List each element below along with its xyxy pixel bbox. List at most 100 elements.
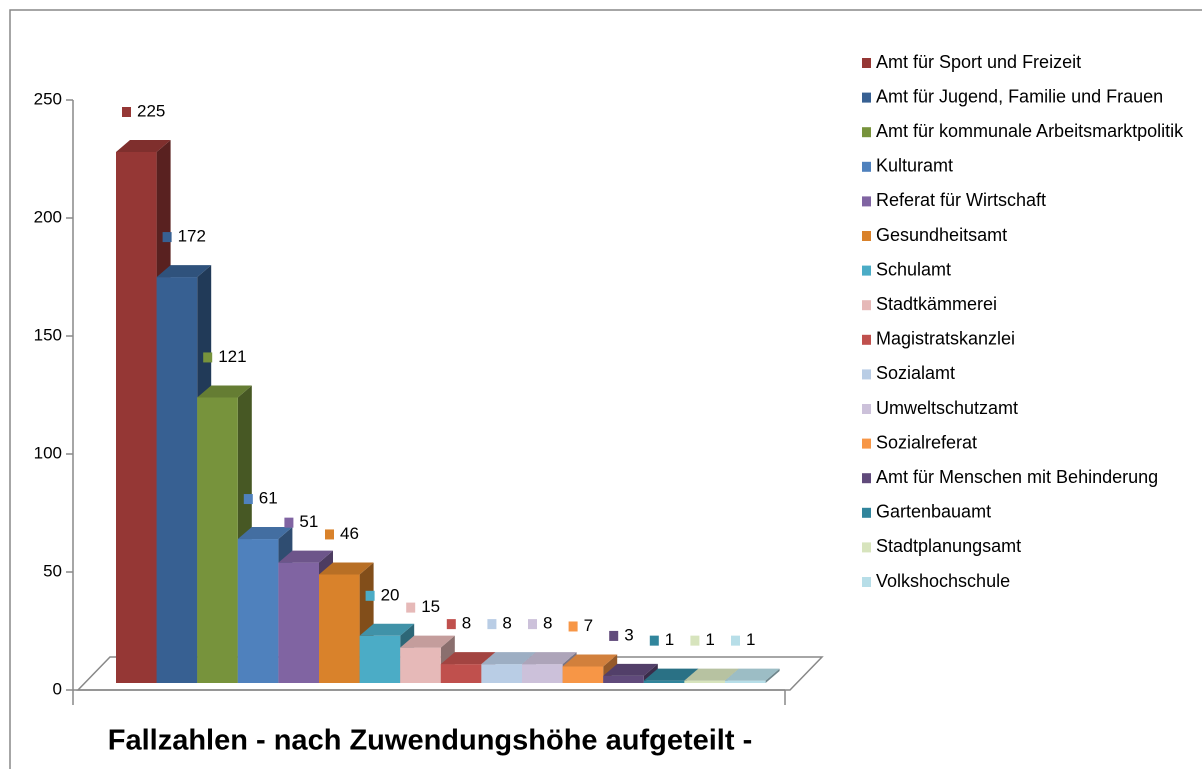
bar-top bbox=[684, 668, 739, 681]
legend-label: Gesundheitsamt bbox=[876, 225, 1007, 245]
bar-top bbox=[522, 652, 577, 665]
data-label-key bbox=[122, 107, 131, 117]
legend-swatch bbox=[862, 404, 871, 414]
y-tick-label: 0 bbox=[53, 679, 62, 698]
data-label: 61 bbox=[259, 489, 278, 508]
data-label-key bbox=[487, 619, 497, 630]
bar-top bbox=[440, 652, 496, 665]
data-label-key bbox=[731, 635, 740, 646]
bar bbox=[684, 680, 725, 683]
data-label: 7 bbox=[584, 616, 593, 635]
data-label-key bbox=[690, 635, 700, 646]
bar bbox=[725, 680, 766, 683]
bar-top bbox=[359, 623, 415, 636]
bar bbox=[319, 574, 360, 683]
bar bbox=[562, 666, 604, 683]
data-label: 1 bbox=[746, 630, 755, 649]
data-label-key bbox=[528, 619, 537, 630]
legend-label: Referat für Wirtschaft bbox=[876, 190, 1046, 210]
legend-swatch bbox=[862, 334, 871, 345]
bar bbox=[643, 680, 685, 683]
bar bbox=[156, 277, 198, 683]
data-label: 172 bbox=[178, 227, 206, 246]
bar-top bbox=[481, 652, 536, 665]
data-label: 20 bbox=[381, 585, 400, 604]
bar bbox=[197, 397, 238, 683]
legend-label: Sozialreferat bbox=[876, 432, 977, 452]
chart-title: Fallzahlen - nach Zuwendungshöhe aufgete… bbox=[108, 725, 752, 757]
bar-top bbox=[197, 385, 252, 398]
legend-label: Stadtkämmerei bbox=[876, 294, 997, 314]
y-tick-label: 100 bbox=[34, 443, 62, 462]
legend-label: Schulamt bbox=[876, 259, 951, 279]
data-label: 46 bbox=[340, 524, 359, 543]
legend-label: Umweltschutzamt bbox=[876, 398, 1018, 418]
bar bbox=[481, 664, 522, 683]
legend-label: Volkshochschule bbox=[876, 571, 1010, 591]
legend-label: Magistratskanzlei bbox=[876, 329, 1015, 349]
data-label-key bbox=[365, 590, 375, 601]
data-label: 3 bbox=[624, 625, 633, 644]
bar-top bbox=[562, 654, 618, 667]
bar bbox=[400, 647, 441, 683]
data-label: 1 bbox=[665, 630, 674, 649]
legend-swatch bbox=[862, 438, 871, 449]
data-label: 15 bbox=[421, 597, 440, 616]
legend-label: Amt für Menschen mit Behinderung bbox=[876, 467, 1158, 487]
y-tick-label: 200 bbox=[34, 207, 62, 226]
data-label: 121 bbox=[218, 347, 246, 366]
data-label-key bbox=[203, 352, 213, 363]
legend-label: Amt für Jugend, Familie und Frauen bbox=[876, 86, 1163, 106]
data-label: 51 bbox=[299, 512, 318, 531]
data-label: 8 bbox=[543, 614, 552, 633]
data-label: 8 bbox=[462, 614, 471, 633]
legend-swatch bbox=[862, 92, 871, 103]
data-label-key bbox=[243, 494, 253, 505]
legend-swatch bbox=[862, 300, 871, 311]
legend-swatch bbox=[862, 369, 871, 380]
data-label: 8 bbox=[502, 614, 511, 633]
y-tick-label: 50 bbox=[43, 561, 62, 580]
legend-label: Amt für Sport und Freizeit bbox=[876, 52, 1081, 72]
data-label-key bbox=[446, 619, 456, 630]
data-label-key bbox=[568, 621, 578, 632]
data-label-key bbox=[649, 635, 659, 646]
legend-swatch bbox=[862, 507, 871, 518]
bar bbox=[603, 675, 644, 683]
bar-top bbox=[116, 140, 171, 152]
data-label-key bbox=[609, 630, 619, 641]
data-label: 225 bbox=[137, 101, 165, 120]
legend-swatch bbox=[862, 161, 871, 172]
bar-top bbox=[643, 668, 699, 681]
bar-top bbox=[603, 663, 658, 676]
legend-label: Stadtplanungsamt bbox=[876, 536, 1021, 556]
legend-swatch bbox=[862, 265, 871, 276]
bar bbox=[237, 539, 279, 683]
data-label: 1 bbox=[705, 630, 714, 649]
bar-top bbox=[725, 668, 780, 681]
bar bbox=[278, 562, 319, 683]
legend-label: Gartenbauamt bbox=[876, 502, 991, 522]
legend: Amt für Sport und Freizeit Amt für Jugend… bbox=[862, 52, 1184, 591]
legend-swatch bbox=[862, 577, 871, 587]
legend-swatch bbox=[862, 231, 871, 241]
y-tick-label: 150 bbox=[34, 325, 62, 344]
data-label-key bbox=[162, 232, 172, 243]
bar bbox=[522, 664, 563, 683]
legend-swatch bbox=[862, 196, 871, 207]
data-label-key bbox=[284, 517, 294, 528]
y-tick-label: 250 bbox=[34, 89, 62, 108]
bar-top bbox=[278, 550, 333, 563]
legend-label: Sozialamt bbox=[876, 363, 955, 383]
legend-label: Amt für kommunale Arbeitsmarktpolitik bbox=[876, 121, 1184, 141]
bar bbox=[116, 152, 157, 683]
bar-top bbox=[237, 527, 293, 540]
legend-swatch bbox=[862, 473, 871, 484]
bar bbox=[440, 664, 482, 683]
data-label-key bbox=[325, 529, 334, 540]
bar bbox=[359, 635, 401, 683]
legend-swatch bbox=[862, 127, 871, 138]
legend-swatch bbox=[862, 542, 871, 553]
data-label-key bbox=[406, 602, 416, 613]
